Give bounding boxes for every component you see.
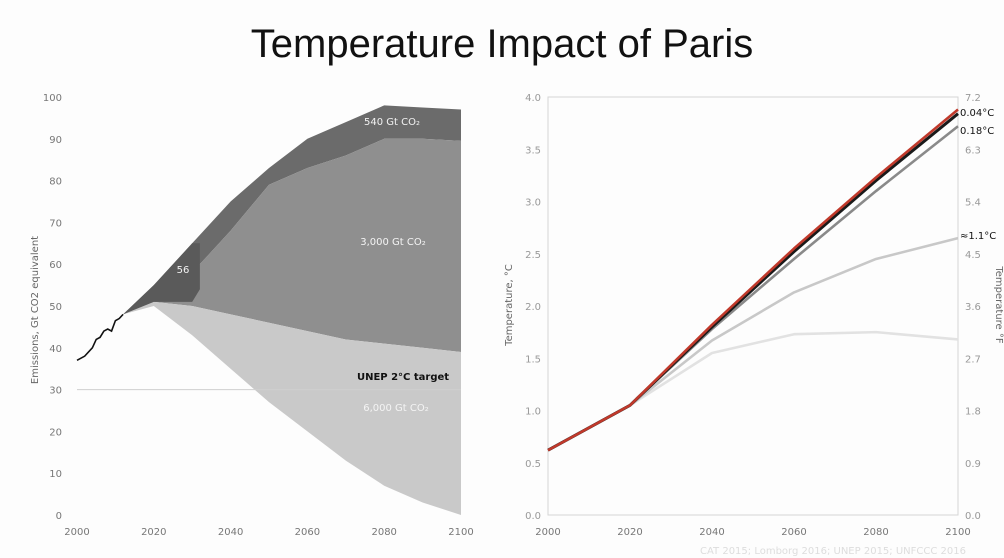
temperature-series	[547, 108, 959, 452]
annotation-unep-target: UNEP 2°C target	[357, 372, 449, 383]
band-6-000-gt-co2	[123, 301, 461, 515]
left-y-tick: 0	[56, 511, 62, 522]
right-y-tick-f: 3.6	[965, 302, 981, 313]
left-y-tick: 90	[49, 135, 62, 146]
left-x-tick: 2000	[64, 527, 89, 538]
left-y-tick: 40	[49, 344, 62, 355]
temperature-plot-frame	[547, 96, 959, 516]
temperature-line-0-04-c	[547, 108, 959, 452]
left-y-tick: 80	[49, 177, 62, 188]
annotation-3000gt: 3,000 Gt CO₂	[360, 237, 426, 248]
end-label-11: ≈1.1°C	[960, 231, 996, 242]
right-y-tick: 3.5	[525, 145, 541, 156]
left-x-ticks: 2000 2020 2040 2060 2080 2100	[64, 527, 473, 538]
left-y-tick: 20	[49, 427, 62, 438]
right-y-ticks-celsius: 0.0 0.5 1.0 1.5 2.0 2.5 3.0 3.5 4.0	[525, 93, 541, 522]
left-x-tick: 2080	[371, 527, 396, 538]
right-y-tick: 2.5	[525, 250, 541, 261]
end-label-018: 0.18°C	[960, 126, 994, 137]
right-y-tick-f: 6.3	[965, 145, 981, 156]
left-x-tick: 2040	[218, 527, 243, 538]
left-y-tick: 50	[49, 302, 62, 313]
annotation-56: 56	[177, 265, 190, 276]
right-x-tick: 2020	[617, 527, 642, 538]
left-y-tick: 70	[49, 218, 62, 229]
left-x-tick: 2020	[141, 527, 166, 538]
left-x-tick: 2100	[448, 527, 473, 538]
right-y-tick: 2.0	[525, 302, 541, 313]
temperature-chart: 0.0 0.5 1.0 1.5 2.0 2.5 3.0 3.5 4.0 0.0 0.9 1.8 2.7…	[504, 93, 1004, 538]
left-y-tick: 30	[49, 386, 62, 397]
right-y-tick: 0.5	[525, 459, 541, 470]
left-y-tick: 100	[43, 93, 62, 104]
historical-emissions-line	[76, 313, 124, 362]
annotation-6000gt: 6,000 Gt CO₂	[363, 403, 429, 414]
right-x-tick: 2000	[535, 527, 560, 538]
annotation-540gt: 540 Gt CO₂	[364, 117, 420, 128]
emission-bands	[123, 105, 461, 515]
left-x-tick: 2060	[295, 527, 320, 538]
right-y-tick: 4.0	[525, 93, 541, 104]
right-y-tick-f: 0.0	[965, 511, 981, 522]
right-y-tick: 1.0	[525, 407, 541, 418]
slide-title: Temperature Impact of Paris	[250, 22, 754, 66]
left-y-axis-label: Emissions, Gt CO2 equivalent	[30, 236, 41, 384]
right-x-tick: 2100	[945, 527, 970, 538]
left-y-tick: 60	[49, 260, 62, 271]
right-x-ticks: 2000 2020 2040 2060 2080 2100	[535, 527, 970, 538]
right-y-tick-f: 4.5	[965, 250, 981, 261]
right-x-tick: 2080	[863, 527, 888, 538]
temperature-line-lowest	[547, 330, 959, 452]
right-y-tick-f: 1.8	[965, 407, 981, 418]
right-y-tick: 3.0	[525, 198, 541, 209]
right-y-tick-f: 5.4	[965, 198, 981, 209]
right-y-ticks-fahrenheit: 0.0 0.9 1.8 2.7 3.6 4.5 5.4 6.3 7.2	[965, 93, 981, 522]
right-y-axis-label-celsius: Temperature, °C	[504, 264, 515, 347]
right-y-tick-f: 7.2	[965, 93, 981, 104]
right-y-tick-f: 0.9	[965, 459, 981, 470]
band-56-wedge	[123, 243, 200, 315]
right-y-tick-f: 2.7	[965, 354, 981, 365]
right-y-axis-label-fahrenheit: Temperature °F	[993, 265, 1004, 344]
band-540-gt-co2	[123, 105, 461, 315]
end-label-004: 0.04°C	[960, 108, 994, 119]
temperature-line-black	[547, 112, 959, 452]
right-x-tick: 2060	[781, 527, 806, 538]
band-3-000-gt-co2	[123, 138, 461, 352]
source-note: CAT 2015; Lomborg 2016; UNEP 2015; UNFCC…	[700, 546, 966, 557]
right-y-tick: 1.5	[525, 354, 541, 365]
left-y-ticks: 0 10 20 30 40 50 60 70 80 90 100	[43, 93, 62, 522]
left-y-tick: 10	[49, 469, 62, 480]
right-y-tick: 0.0	[525, 511, 541, 522]
right-x-tick: 2040	[699, 527, 724, 538]
